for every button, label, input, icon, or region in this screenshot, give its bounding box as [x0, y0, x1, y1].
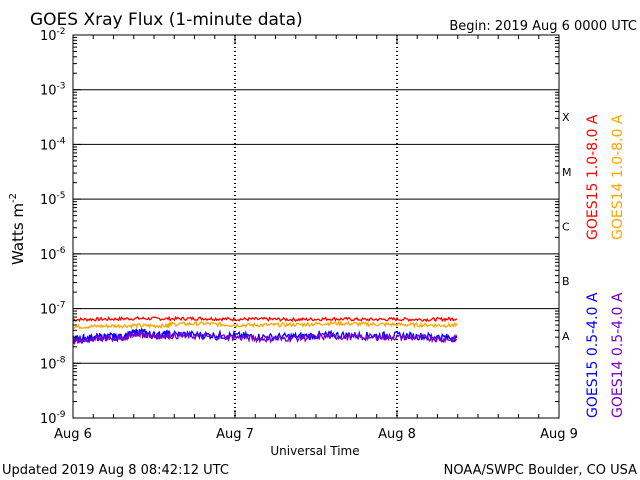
- series-line: [72, 326, 458, 344]
- y-tick-exponent: -5: [57, 191, 66, 201]
- y-tick-label: 10-8: [40, 355, 66, 372]
- flare-class-label: A: [562, 330, 570, 343]
- series-line: [72, 319, 458, 330]
- y-tick-base: 10: [40, 84, 57, 99]
- y-tick-label: 10-5: [40, 191, 66, 208]
- y-tick-exponent: -9: [57, 410, 66, 420]
- plot-frame: [72, 34, 560, 419]
- y-tick-label: 10-7: [40, 301, 66, 318]
- begin-time: Begin: 2019 Aug 6 0000 UTC: [449, 19, 637, 34]
- y-tick-exponent: -2: [57, 27, 66, 37]
- flare-class-label: C: [562, 221, 570, 234]
- y-tick-base: 10: [40, 138, 57, 153]
- legend-entry: GOES14 1.0-8.0 A: [610, 114, 626, 240]
- y-tick-base: 10: [40, 248, 57, 263]
- legend-entry: GOES15 0.5-4.0 A: [585, 292, 601, 418]
- y-tick-exponent: -3: [57, 82, 66, 92]
- chart-grid: [73, 35, 559, 418]
- x-tick-label: Aug 6: [54, 427, 92, 442]
- credit-text: NOAA/SWPC Boulder, CO USA: [444, 463, 637, 478]
- y-tick-label: 10-9: [40, 410, 66, 427]
- flare-class-label: M: [562, 166, 572, 179]
- updated-timestamp: Updated 2019 Aug 8 08:42:12 UTC: [2, 463, 229, 478]
- y-tick-base: 10: [40, 29, 57, 44]
- x-tick-label: Aug 8: [378, 427, 416, 442]
- y-axis-label-exponent: -2: [8, 193, 19, 203]
- y-tick-label: 10-6: [40, 246, 66, 263]
- legend-entry: GOES15 1.0-8.0 A: [585, 114, 601, 240]
- y-axis-label-text: Watts m: [9, 203, 27, 265]
- chart-title: GOES Xray Flux (1-minute data): [30, 10, 303, 30]
- y-tick-exponent: -7: [57, 301, 66, 311]
- series-line: [72, 315, 458, 323]
- y-tick-exponent: -6: [57, 246, 66, 256]
- y-tick-label: 10-3: [40, 82, 66, 99]
- y-tick-label: 10-4: [40, 136, 66, 153]
- flare-class-label: B: [562, 275, 570, 288]
- x-tick-label: Aug 7: [216, 427, 254, 442]
- legend-entry: GOES14 0.5-4.0 A: [610, 292, 626, 418]
- y-tick-exponent: -4: [57, 136, 66, 146]
- y-tick-base: 10: [40, 193, 57, 208]
- y-tick-base: 10: [40, 357, 57, 372]
- y-tick-base: 10: [40, 303, 57, 318]
- y-tick-base: 10: [40, 412, 57, 427]
- y-tick-label: 10-2: [40, 27, 66, 44]
- y-axis-label: Watts m-2: [8, 193, 27, 265]
- legend: GOES15 1.0-8.0 A GOES14 1.0-8.0 A GOES15 0…: [585, 114, 626, 418]
- y-tick-exponent: -8: [57, 355, 66, 365]
- x-axis-label: Universal Time: [270, 444, 359, 458]
- series-line: [72, 330, 458, 345]
- series-group: [72, 315, 458, 345]
- x-tick-label: Aug 9: [540, 427, 578, 442]
- flare-class-label: X: [562, 111, 570, 124]
